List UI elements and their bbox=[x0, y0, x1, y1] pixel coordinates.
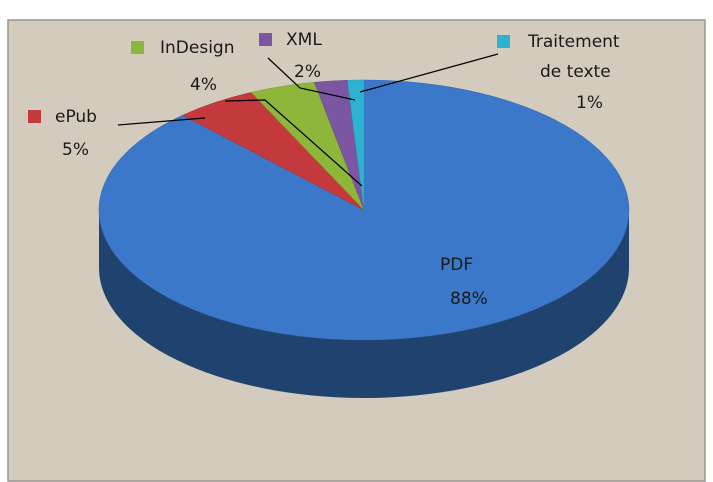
value-label: 4% bbox=[190, 75, 217, 95]
legend-marker bbox=[259, 33, 272, 46]
leader-line bbox=[224, 99, 363, 187]
legend-marker bbox=[28, 110, 41, 123]
category-label: XML bbox=[286, 30, 322, 50]
legend-marker bbox=[422, 263, 435, 276]
category-label: ePub bbox=[55, 107, 97, 127]
leader-line bbox=[359, 53, 499, 93]
legend-marker bbox=[131, 41, 144, 54]
category-label: PDF bbox=[440, 255, 473, 275]
value-label: 88% bbox=[450, 289, 488, 309]
pie-slice bbox=[347, 79, 365, 211]
legend-marker bbox=[497, 35, 510, 48]
value-label: 1% bbox=[576, 93, 603, 113]
category-label: InDesign bbox=[160, 38, 234, 58]
leader-line bbox=[117, 117, 206, 126]
value-label: 5% bbox=[62, 140, 89, 160]
value-label: 2% bbox=[294, 62, 321, 82]
pie-side bbox=[99, 210, 629, 398]
leader-line bbox=[267, 57, 356, 101]
category-label: Traitement de texte bbox=[527, 32, 620, 82]
